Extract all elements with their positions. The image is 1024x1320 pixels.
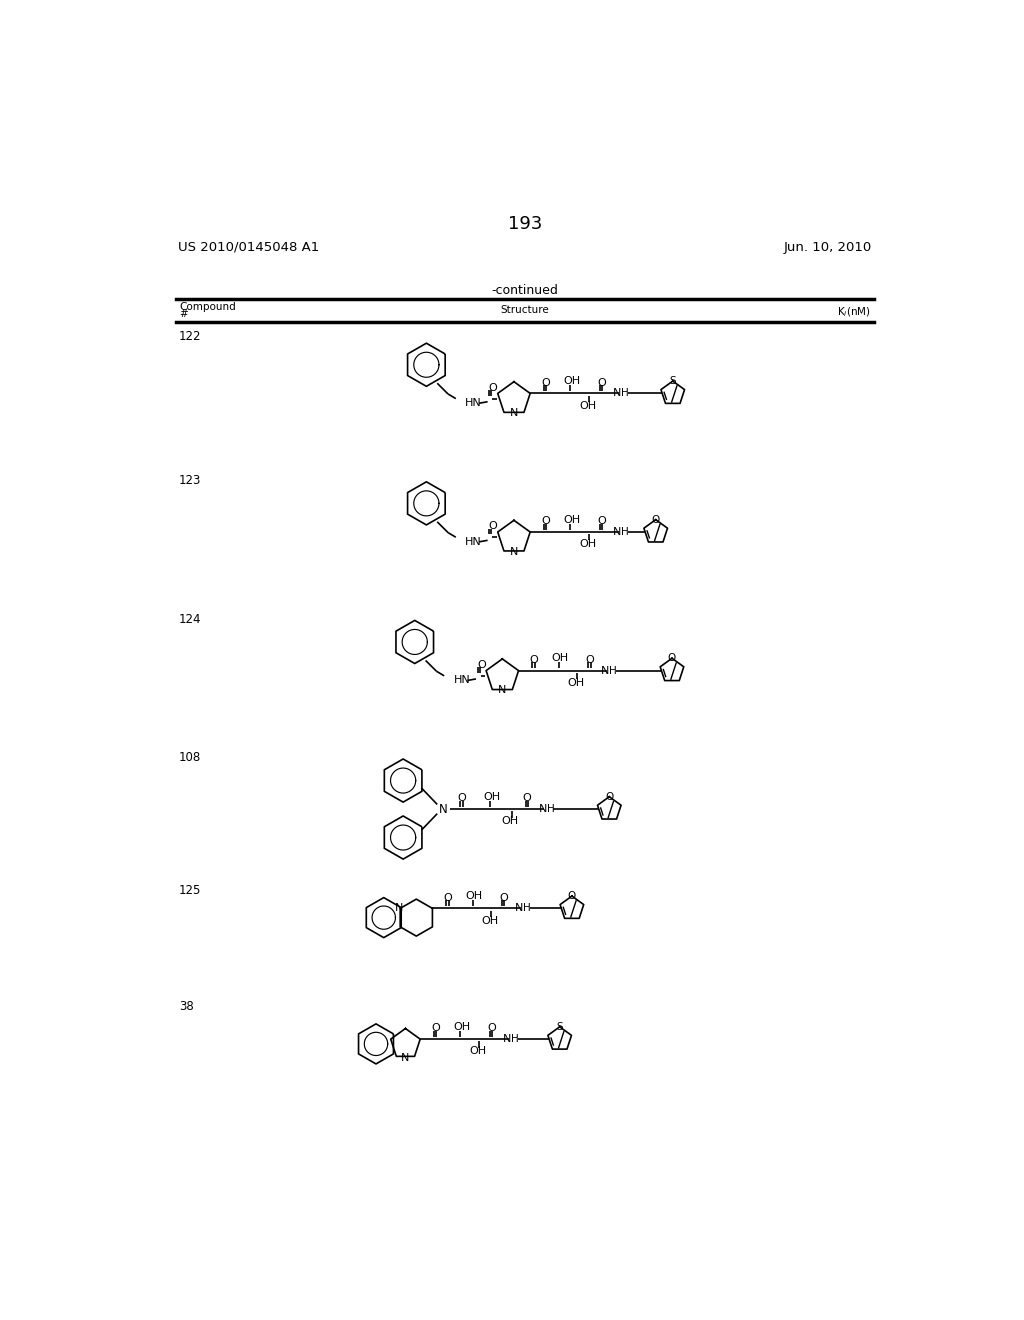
Text: 122: 122 bbox=[179, 330, 202, 343]
Text: N: N bbox=[510, 408, 518, 418]
Text: O: O bbox=[443, 892, 453, 903]
Text: N: N bbox=[515, 903, 523, 913]
Text: US 2010/0145048 A1: US 2010/0145048 A1 bbox=[177, 240, 318, 253]
Text: N: N bbox=[612, 527, 622, 537]
Text: O: O bbox=[529, 655, 539, 665]
Text: H: H bbox=[511, 1034, 518, 1044]
Text: O: O bbox=[500, 892, 508, 903]
Text: 123: 123 bbox=[179, 474, 202, 487]
Text: N: N bbox=[401, 1053, 410, 1063]
Text: H: H bbox=[547, 804, 554, 814]
Text: S: S bbox=[670, 376, 676, 385]
Text: OH: OH bbox=[563, 376, 581, 385]
Text: 38: 38 bbox=[179, 1001, 194, 1012]
Text: O: O bbox=[542, 378, 550, 388]
Text: O: O bbox=[488, 383, 498, 393]
Text: O: O bbox=[431, 1023, 440, 1034]
Text: O: O bbox=[597, 516, 606, 527]
Text: Structure: Structure bbox=[501, 305, 549, 315]
Text: 124: 124 bbox=[179, 612, 202, 626]
Text: OH: OH bbox=[563, 515, 581, 524]
Text: OH: OH bbox=[469, 1047, 486, 1056]
Text: O: O bbox=[488, 521, 498, 532]
Text: Jun. 10, 2010: Jun. 10, 2010 bbox=[783, 240, 872, 253]
Text: -continued: -continued bbox=[492, 284, 558, 297]
Text: H: H bbox=[621, 527, 629, 537]
Text: N: N bbox=[503, 1034, 511, 1044]
Text: HN: HN bbox=[454, 676, 470, 685]
Text: #: # bbox=[179, 309, 187, 319]
Text: N: N bbox=[601, 665, 609, 676]
Text: OH: OH bbox=[552, 653, 569, 663]
Text: O: O bbox=[542, 516, 550, 527]
Text: H: H bbox=[621, 388, 629, 399]
Text: OH: OH bbox=[454, 1022, 471, 1032]
Text: 125: 125 bbox=[179, 884, 202, 896]
Text: HN: HN bbox=[465, 399, 482, 408]
Text: HN: HN bbox=[465, 537, 482, 546]
Text: N: N bbox=[539, 804, 547, 814]
Text: OH: OH bbox=[567, 678, 585, 688]
Text: O: O bbox=[668, 653, 676, 663]
Text: O: O bbox=[487, 1023, 496, 1034]
Text: N: N bbox=[439, 803, 447, 816]
Text: O: O bbox=[458, 793, 466, 804]
Text: 193: 193 bbox=[508, 215, 542, 232]
Text: O: O bbox=[522, 793, 531, 804]
Text: K$_i$(nM): K$_i$(nM) bbox=[837, 305, 870, 319]
Text: S: S bbox=[556, 1022, 563, 1032]
Text: OH: OH bbox=[579, 401, 596, 411]
Text: O: O bbox=[477, 660, 485, 671]
Text: OH: OH bbox=[579, 540, 596, 549]
Text: OH: OH bbox=[483, 792, 500, 801]
Text: H: H bbox=[609, 665, 617, 676]
Text: O: O bbox=[567, 891, 577, 902]
Text: OH: OH bbox=[466, 891, 483, 902]
Text: N: N bbox=[510, 546, 518, 557]
Text: O: O bbox=[586, 655, 594, 665]
Text: O: O bbox=[651, 515, 659, 524]
Text: O: O bbox=[597, 378, 606, 388]
Text: H: H bbox=[523, 903, 530, 913]
Text: N: N bbox=[498, 685, 507, 696]
Text: 108: 108 bbox=[179, 751, 202, 764]
Text: O: O bbox=[605, 792, 613, 801]
Text: N: N bbox=[394, 903, 402, 913]
Text: Compound: Compound bbox=[179, 302, 236, 312]
Text: N: N bbox=[612, 388, 622, 399]
Text: OH: OH bbox=[481, 916, 499, 925]
Text: OH: OH bbox=[502, 816, 518, 826]
